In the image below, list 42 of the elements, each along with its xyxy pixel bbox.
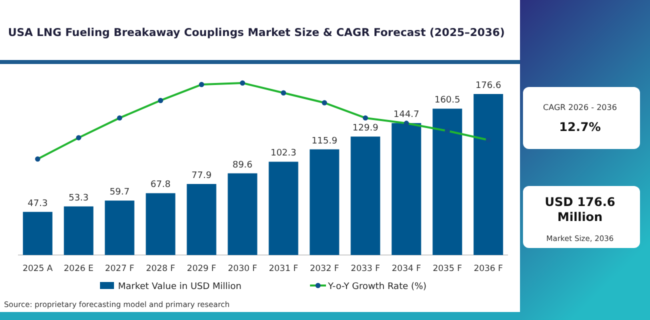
x-tick-label: 2034 F xyxy=(392,264,422,274)
x-tick-label: 2035 F xyxy=(432,264,462,274)
x-tick-label: 2033 F xyxy=(350,264,380,274)
x-tick-label: 2030 F xyxy=(228,264,258,274)
x-tick-label: 2032 F xyxy=(310,264,340,274)
text: CAGR 2026 - 2036 xyxy=(543,103,617,112)
data-label: 59.7 xyxy=(110,188,130,198)
bar xyxy=(104,200,134,255)
text: 12.7% xyxy=(559,120,601,134)
x-tick-label: 2031 F xyxy=(268,264,298,274)
data-label: 77.9 xyxy=(192,170,212,181)
bar xyxy=(474,94,504,255)
data-label: 176.6 xyxy=(475,81,502,91)
chart-title: USA LNG Fueling Breakaway Couplings Market Size & CAGR Forecast (2025–2036) xyxy=(8,26,505,39)
x-tick-label: 2025 A xyxy=(22,264,53,274)
data-label: 129.9 xyxy=(352,124,379,134)
data-label: 47.3 xyxy=(28,198,48,209)
legend-label: Y-o-Y Growth Rate (%) xyxy=(327,282,427,292)
bar xyxy=(350,136,380,255)
bar xyxy=(186,184,216,255)
data-label: 67.8 xyxy=(150,180,171,190)
bar xyxy=(310,149,340,255)
text: USD 176.6 Million xyxy=(544,195,616,224)
bar xyxy=(64,206,94,255)
bar xyxy=(22,212,52,255)
data-label: 53.3 xyxy=(68,193,89,204)
legend-label: Market Value in USD Million xyxy=(118,282,242,292)
bar xyxy=(268,162,298,255)
x-tick-label: 2028 F xyxy=(146,264,176,274)
x-tick-label: 2036 F xyxy=(474,264,504,274)
bar xyxy=(146,193,176,255)
data-label: 115.9 xyxy=(312,136,338,146)
data-label: 102.3 xyxy=(270,148,296,159)
x-tick-label: 2026 E xyxy=(64,264,94,274)
data-label: 144.7 xyxy=(394,110,420,120)
data-label: 89.6 xyxy=(232,160,253,170)
x-tick-label: 2027 F xyxy=(104,264,134,274)
data-label: 160.5 xyxy=(434,96,460,106)
bar xyxy=(228,173,258,255)
bar xyxy=(392,123,422,255)
x-tick-label: 2029 F xyxy=(186,264,216,274)
bar xyxy=(432,108,462,255)
